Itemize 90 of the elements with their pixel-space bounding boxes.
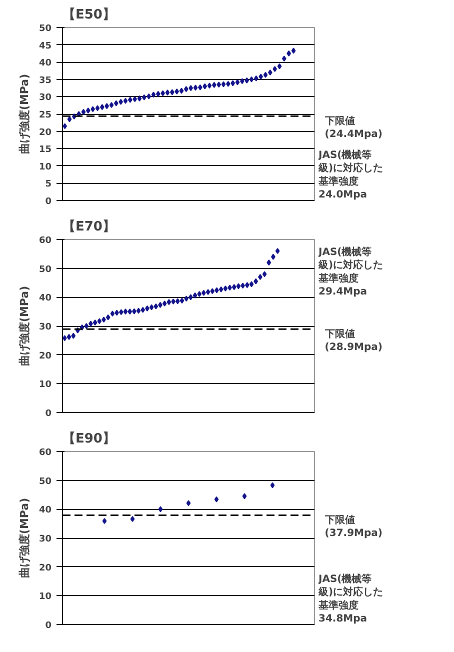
point [149, 304, 154, 310]
point [106, 314, 110, 320]
point [109, 102, 114, 108]
point [71, 332, 76, 339]
point [130, 516, 135, 522]
point [244, 282, 250, 288]
point [123, 308, 128, 315]
point [123, 98, 128, 104]
y-tick-label: 30 [38, 93, 52, 104]
point [192, 292, 198, 298]
chart-title: 【E90】 [62, 430, 116, 446]
point [218, 286, 224, 292]
point [275, 248, 280, 254]
y-tick-label: 10 [38, 162, 52, 172]
chart-title: 【E70】 [62, 218, 116, 234]
point [206, 288, 210, 295]
y-tick-label: 0 [45, 409, 52, 419]
point [270, 482, 275, 488]
point [162, 300, 167, 307]
y-tick-label: 20 [38, 351, 52, 362]
point [210, 288, 215, 294]
y-tick-label: 0 [45, 197, 52, 207]
point [254, 278, 258, 284]
y-tick-label: 45 [38, 41, 52, 52]
point [221, 81, 226, 88]
point [97, 318, 102, 324]
point [81, 108, 86, 115]
y-tick-label: 25 [38, 110, 52, 120]
y-tick-label: 35 [38, 76, 52, 86]
point [186, 500, 191, 506]
point [158, 506, 163, 512]
y-tick-label: 10 [38, 380, 52, 390]
point [140, 306, 146, 313]
y-tick-label: 40 [38, 58, 52, 69]
point [223, 286, 228, 292]
point [151, 92, 156, 98]
y-tick-label: 50 [38, 264, 52, 275]
y-tick-label: 60 [38, 236, 52, 246]
point [262, 271, 267, 278]
point [193, 84, 198, 91]
y-tick-label: 40 [38, 506, 52, 516]
y-tick-label: 50 [38, 24, 52, 34]
point [110, 310, 115, 317]
y-tick-label: 20 [38, 563, 52, 574]
y-tick-label: 30 [38, 534, 52, 544]
point [136, 308, 141, 314]
point [249, 281, 254, 288]
point [236, 283, 241, 290]
point [137, 95, 142, 102]
point [118, 309, 124, 316]
y-axis-title: 曲げ強度(MPa) [18, 498, 31, 578]
point [84, 323, 89, 329]
y-tick-label: 5 [45, 180, 52, 190]
point [165, 90, 170, 96]
point [175, 298, 180, 304]
point [232, 284, 236, 290]
point [154, 303, 158, 310]
point [214, 496, 219, 502]
point [242, 493, 247, 500]
point [179, 88, 184, 94]
point [277, 63, 282, 70]
y-axis-title: 曲げ強度(MPa) [18, 74, 31, 154]
point [263, 72, 268, 78]
point [197, 290, 202, 297]
point [249, 76, 254, 82]
y-tick-label: 15 [38, 145, 52, 156]
y-tick-label: 20 [38, 128, 52, 138]
ref-line-label: 下限値 (37.9Mpa) [324, 514, 382, 540]
ref-line-label: 下限値 (28.9Mpa) [324, 328, 382, 354]
y-tick-label: 30 [38, 322, 52, 332]
point [266, 260, 272, 266]
y-tick-label: 40 [38, 294, 52, 304]
y-tick-label: 60 [38, 448, 52, 458]
point [66, 334, 72, 340]
y-tick-label: 50 [38, 476, 52, 487]
chart-title: 【E50】 [62, 6, 116, 22]
point [180, 298, 184, 304]
point [102, 518, 107, 524]
point [166, 299, 172, 306]
point [92, 320, 98, 326]
y-axis-title: 曲げ強度(MPa) [18, 286, 31, 366]
point [207, 82, 212, 89]
point [235, 79, 240, 86]
point [291, 48, 296, 54]
point [128, 308, 132, 315]
point [95, 105, 100, 112]
y-tick-label: 10 [38, 592, 52, 602]
y-tick-label: 0 [45, 621, 52, 631]
ref-line-label: 下限値 (24.4Mpa) [324, 114, 382, 140]
point [67, 116, 72, 122]
